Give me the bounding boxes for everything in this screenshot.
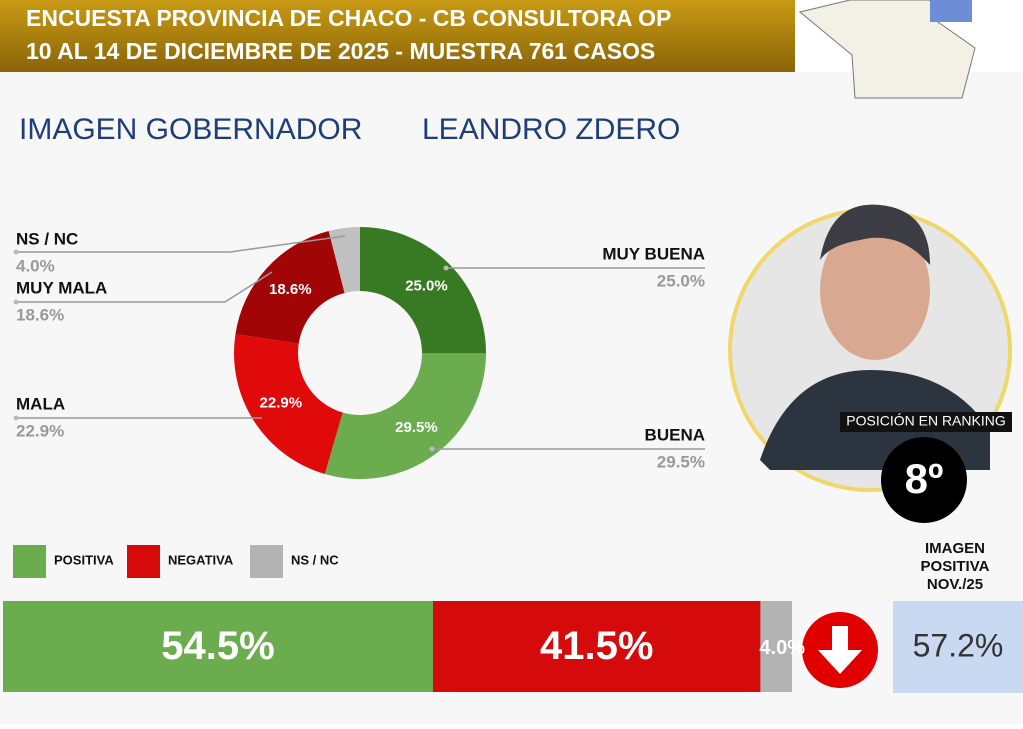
person-name: LEANDRO ZDERO xyxy=(422,113,680,146)
donut-slice xyxy=(328,227,360,293)
ranking-value: 8º xyxy=(905,455,944,502)
donut-slice xyxy=(235,230,345,344)
trend-arrow xyxy=(818,626,862,674)
leader-dot xyxy=(13,299,19,305)
bar-value-label: 4.0% xyxy=(759,637,805,659)
leader-line xyxy=(16,235,346,253)
donut-slice xyxy=(360,227,486,353)
legend-swatch xyxy=(250,545,283,578)
header-band xyxy=(0,0,795,72)
value-label: 18.6% xyxy=(16,305,64,324)
photo-hair xyxy=(820,204,930,265)
ranking-label-bg xyxy=(840,412,1012,432)
previous-box xyxy=(893,601,1023,693)
slice-label: 25.0% xyxy=(405,278,448,295)
donut-slice xyxy=(233,334,343,474)
map-flag xyxy=(930,0,972,22)
map xyxy=(798,0,976,99)
legend-label: POSITIVA xyxy=(54,552,114,567)
category-label: MALA xyxy=(16,394,65,413)
ranking-badge xyxy=(881,437,967,523)
slice-label: 18.6% xyxy=(269,281,312,298)
leader-dot xyxy=(13,249,19,255)
header-line: 10 AL 14 DE DICIEMBRE DE 2025 - MUESTRA … xyxy=(26,38,655,64)
legend-swatch xyxy=(127,545,160,578)
donut-slice xyxy=(324,353,486,480)
header-line: ENCUESTA PROVINCIA DE CHACO - CB CONSULT… xyxy=(26,5,671,31)
category-label: MUY MALA xyxy=(16,278,107,297)
legend-label: NEGATIVA xyxy=(168,552,234,567)
legend-label: NS / NC xyxy=(291,552,339,567)
slice-label: 29.5% xyxy=(395,419,438,436)
leader-dot xyxy=(429,446,435,452)
ranking-label: POSICIÓN EN RANKING xyxy=(846,413,1005,429)
title: IMAGEN GOBERNADOR xyxy=(19,113,362,146)
leader-line xyxy=(16,271,273,303)
bar-value-label: 54.5% xyxy=(161,624,274,668)
category-label: BUENA xyxy=(645,425,705,444)
legend-swatch xyxy=(13,545,46,578)
category-label: NS / NC xyxy=(16,229,78,248)
bar-value-label: 41.5% xyxy=(540,624,653,668)
bar-segment xyxy=(433,601,761,692)
value-label: 4.0% xyxy=(16,256,55,275)
bar-segment xyxy=(3,601,434,692)
category-label: MUY BUENA xyxy=(602,244,705,263)
previous-label: POSITIVA xyxy=(921,558,990,575)
photo-face xyxy=(820,220,930,360)
previous-value: 57.2% xyxy=(913,627,1004,663)
value-label: 22.9% xyxy=(16,421,64,440)
previous-label: NOV./25 xyxy=(927,576,983,593)
slice-label: 22.9% xyxy=(260,395,303,412)
leader-dot xyxy=(443,265,449,271)
leader-dot xyxy=(13,415,19,421)
previous-label: IMAGEN xyxy=(925,540,985,557)
bar-segment xyxy=(760,601,792,692)
value-label: 29.5% xyxy=(657,452,705,471)
value-label: 25.0% xyxy=(657,271,705,290)
